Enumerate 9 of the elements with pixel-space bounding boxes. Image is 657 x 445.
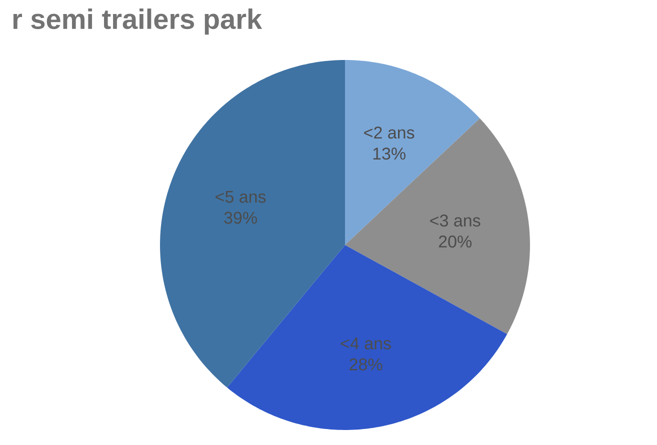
slice-label: <3 ans bbox=[430, 214, 480, 227]
data-label: 13% bbox=[373, 148, 406, 160]
data-label: 20% bbox=[438, 236, 472, 248]
slice-label: <4 ans bbox=[340, 338, 391, 350]
slice-label: <5 ans bbox=[216, 190, 266, 203]
slice-label: <2 ans bbox=[364, 126, 414, 139]
data-label: 39% bbox=[224, 212, 257, 224]
data-label: 28% bbox=[350, 358, 382, 370]
chart-title: r semi trailers park bbox=[13, 8, 262, 35]
